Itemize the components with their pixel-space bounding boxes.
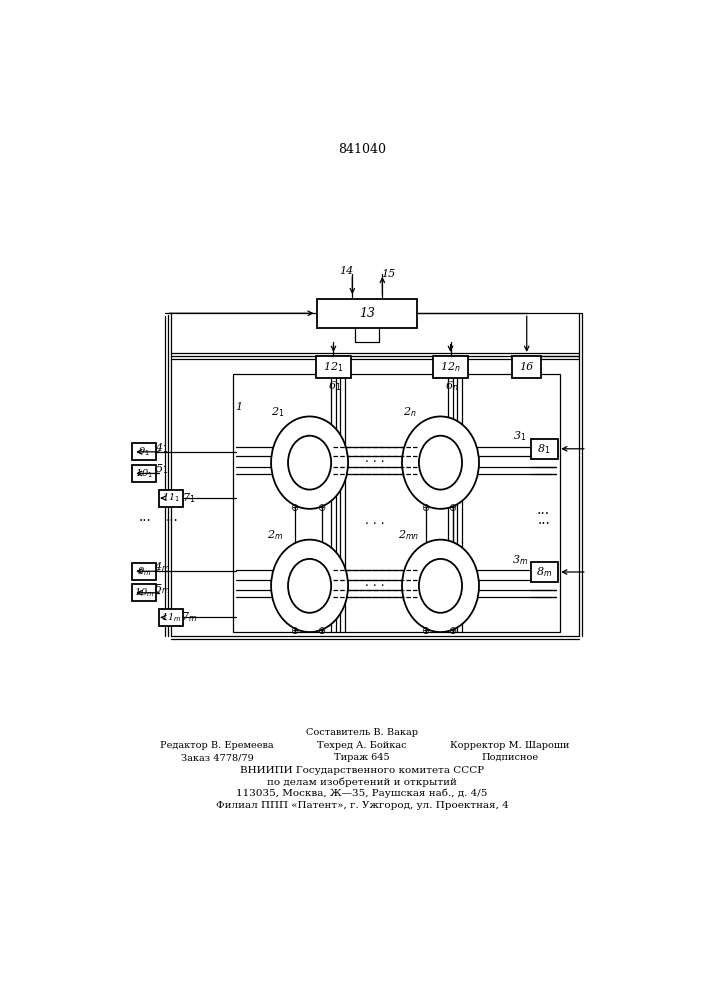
Text: 3$_m$: 3$_m$ xyxy=(512,553,528,567)
Text: $\oplus$: $\oplus$ xyxy=(421,625,431,636)
Text: ...: ... xyxy=(166,510,179,524)
Text: 11$_m$: 11$_m$ xyxy=(160,611,181,624)
Text: 5$_1$: 5$_1$ xyxy=(155,463,168,476)
Text: Филиал ППП «Патент», г. Ужгород, ул. Проектная, 4: Филиал ППП «Патент», г. Ужгород, ул. Про… xyxy=(216,801,508,810)
Text: 1: 1 xyxy=(235,402,243,412)
Text: 7$_m$: 7$_m$ xyxy=(180,611,197,624)
Text: $\oplus$: $\oplus$ xyxy=(317,625,327,636)
Text: 4$_m$: 4$_m$ xyxy=(153,560,170,574)
Ellipse shape xyxy=(288,559,331,613)
Bar xyxy=(132,443,156,460)
Text: Техред А. Бойкас: Техред А. Бойкас xyxy=(317,741,407,750)
Text: 2$_n$: 2$_n$ xyxy=(403,405,416,419)
Bar xyxy=(132,584,156,601)
Bar xyxy=(132,563,156,580)
Text: ...: ... xyxy=(537,503,550,517)
Text: 10$_1$: 10$_1$ xyxy=(135,467,153,480)
Text: . . .: . . . xyxy=(366,576,385,588)
Bar xyxy=(233,374,560,632)
Text: 2$_m$: 2$_m$ xyxy=(267,528,283,542)
Text: 6$_1$: 6$_1$ xyxy=(328,379,341,393)
Text: $\oplus$: $\oplus$ xyxy=(291,625,300,636)
Text: 7$_1$: 7$_1$ xyxy=(182,491,195,505)
Ellipse shape xyxy=(402,416,479,509)
Bar xyxy=(160,609,182,626)
Text: 6$_n$: 6$_n$ xyxy=(445,379,459,393)
Text: 841040: 841040 xyxy=(338,143,386,156)
Text: $\oplus$: $\oplus$ xyxy=(421,502,431,513)
Text: 15: 15 xyxy=(381,269,396,279)
Text: 8$_m$: 8$_m$ xyxy=(536,565,552,579)
Text: 14: 14 xyxy=(339,266,354,276)
Text: 113035, Москва, Ж—35, Раушская наб., д. 4/5: 113035, Москва, Ж—35, Раушская наб., д. … xyxy=(236,789,488,798)
Text: ...: ... xyxy=(538,513,551,527)
Text: по делам изобретений и открытий: по делам изобретений и открытий xyxy=(267,777,457,787)
Ellipse shape xyxy=(271,416,348,509)
Text: Редактор В. Еремеева: Редактор В. Еремеева xyxy=(160,741,274,750)
Text: $\oplus$: $\oplus$ xyxy=(317,502,327,513)
Text: . . .: . . . xyxy=(366,514,385,527)
Bar xyxy=(160,490,182,507)
Text: 9$_m$: 9$_m$ xyxy=(137,565,151,578)
Text: 10$_m$: 10$_m$ xyxy=(134,586,154,599)
Text: 2$_{mn}$: 2$_{mn}$ xyxy=(397,528,419,542)
Ellipse shape xyxy=(402,540,479,632)
Text: 3$_1$: 3$_1$ xyxy=(513,430,527,443)
Text: Составитель В. Вакар: Составитель В. Вакар xyxy=(306,728,418,737)
Bar xyxy=(433,356,468,378)
Text: 12$_n$: 12$_n$ xyxy=(440,360,461,374)
Text: Тираж 645: Тираж 645 xyxy=(334,753,390,762)
Ellipse shape xyxy=(419,436,462,490)
Bar xyxy=(512,356,542,378)
Text: Корректор М. Шароши: Корректор М. Шароши xyxy=(450,741,569,750)
Bar xyxy=(530,439,558,459)
Bar xyxy=(316,356,351,378)
Text: 8$_1$: 8$_1$ xyxy=(537,442,551,456)
Text: Подписное: Подписное xyxy=(481,753,538,762)
Text: 11$_1$: 11$_1$ xyxy=(162,492,180,504)
Ellipse shape xyxy=(419,559,462,613)
Ellipse shape xyxy=(288,436,331,490)
Text: ...: ... xyxy=(139,510,152,524)
Text: . . .: . . . xyxy=(366,452,385,465)
Text: ВНИИПИ Государственного комитета СССР: ВНИИПИ Государственного комитета СССР xyxy=(240,766,484,775)
Text: $\oplus$: $\oplus$ xyxy=(448,502,457,513)
Ellipse shape xyxy=(271,540,348,632)
Text: 2$_1$: 2$_1$ xyxy=(271,405,284,419)
Text: 12$_1$: 12$_1$ xyxy=(323,360,344,374)
Bar xyxy=(317,299,417,328)
Bar xyxy=(530,562,558,582)
Text: $\oplus$: $\oplus$ xyxy=(291,502,300,513)
Text: $\oplus$: $\oplus$ xyxy=(448,625,457,636)
Text: 13: 13 xyxy=(359,307,375,320)
Text: 16: 16 xyxy=(520,362,534,372)
Text: 4$_1$: 4$_1$ xyxy=(155,441,168,455)
Text: 9$_1$: 9$_1$ xyxy=(138,445,150,458)
Text: Заказ 4778/79: Заказ 4778/79 xyxy=(181,753,254,762)
Text: 5$_m$: 5$_m$ xyxy=(153,582,170,596)
Bar xyxy=(132,465,156,482)
